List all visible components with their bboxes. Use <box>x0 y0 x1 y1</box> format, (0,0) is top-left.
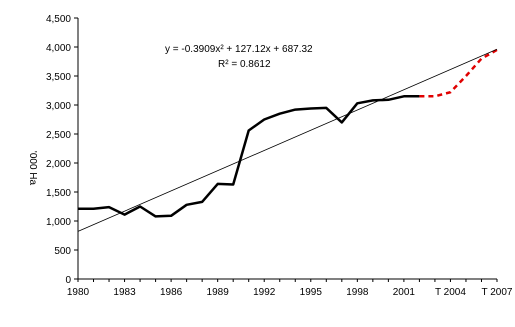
y-tick-label: 4,500 <box>46 14 71 25</box>
chart-series <box>77 48 498 232</box>
y-tick-label: 3,000 <box>46 101 71 112</box>
r-squared-label: R² = 0.8612 <box>218 59 271 70</box>
x-tick-label: 1986 <box>160 287 183 298</box>
x-tick-label: 1983 <box>113 287 136 298</box>
x-tick-label: 1989 <box>207 287 230 298</box>
y-tick-label: 4,000 <box>46 43 71 54</box>
y-tick-label: 0 <box>65 275 71 286</box>
y-tick-label: 500 <box>54 246 71 257</box>
actual-series-line <box>78 95 420 218</box>
y-tick-label: 3,500 <box>46 72 71 83</box>
x-tick-label: 1980 <box>67 287 90 298</box>
x-tick-label: T 2007 <box>482 287 513 298</box>
x-tick-label: 1992 <box>253 287 276 298</box>
y-tick-label: 1,500 <box>46 188 71 199</box>
chart-axes <box>77 18 497 280</box>
x-tick-label: 1995 <box>300 287 323 298</box>
y-tick-label: 2,000 <box>46 159 71 170</box>
projection-series-line <box>419 48 498 98</box>
x-tick-label: T 2004 <box>435 287 466 298</box>
y-axis-label: '000 Ha <box>27 151 38 186</box>
trend-equation: y = -0.3909x² + 127.12x + 687.32 <box>165 44 313 55</box>
x-tick-label: 1998 <box>346 287 369 298</box>
trend-line <box>77 48 498 232</box>
y-tick-label: 1,000 <box>46 217 71 228</box>
chart-ticks: 0 500 1,000 1,500 2,000 2,500 3,000 3,500 4,000 4… <box>46 14 513 298</box>
x-tick-label: 2001 <box>393 287 416 298</box>
y-tick-label: 2,500 <box>46 130 71 141</box>
